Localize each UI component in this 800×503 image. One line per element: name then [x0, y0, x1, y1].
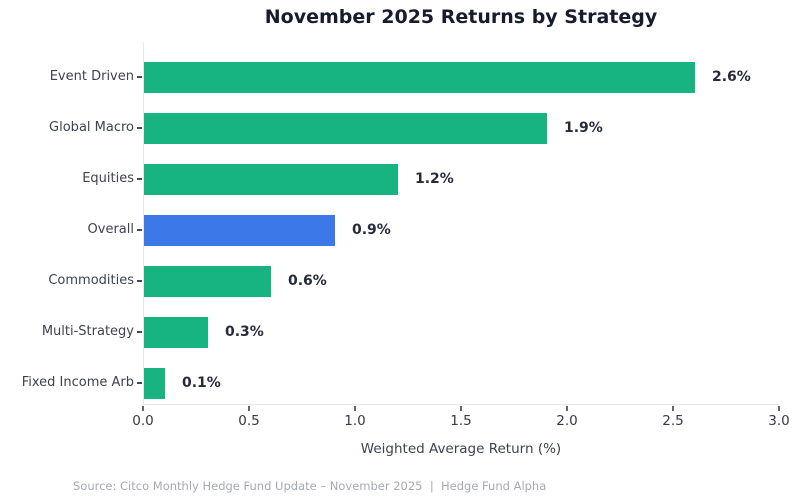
bar	[144, 265, 271, 297]
y-tick-mark	[137, 382, 142, 384]
category-label: Global Macro	[49, 120, 134, 135]
x-tick-mark	[460, 406, 462, 411]
y-tick-mark	[137, 178, 142, 180]
bar	[144, 316, 208, 348]
x-tick-label: 1.0	[344, 413, 366, 429]
chart-title: November 2025 Returns by Strategy	[264, 6, 658, 28]
value-label: 1.9%	[564, 120, 603, 136]
category-label: Fixed Income Arb	[21, 375, 134, 390]
value-label: 0.6%	[288, 273, 327, 289]
x-tick-label: 3.0	[768, 413, 790, 429]
x-tick-mark	[354, 406, 356, 411]
value-label: 1.2%	[415, 171, 454, 187]
category-label: Commodities	[48, 273, 134, 288]
bar-highlight	[144, 214, 335, 246]
value-label: 0.3%	[225, 324, 264, 340]
value-label: 2.6%	[712, 69, 751, 85]
x-tick-label: 2.5	[662, 413, 684, 429]
y-tick-mark	[137, 229, 142, 231]
bar	[144, 112, 547, 144]
value-label: 0.1%	[182, 375, 221, 391]
x-tick-mark	[566, 406, 568, 411]
category-label: Event Driven	[49, 69, 134, 84]
x-axis-label: Weighted Average Return (%)	[360, 441, 562, 457]
bar	[144, 367, 165, 399]
y-tick-mark	[137, 280, 142, 282]
category-label: Multi-Strategy	[41, 324, 134, 339]
x-tick-label: 0.0	[132, 413, 154, 429]
x-tick-label: 0.5	[238, 413, 260, 429]
bar	[144, 61, 695, 93]
y-tick-mark	[137, 76, 142, 78]
bar	[144, 163, 398, 195]
y-tick-mark	[137, 127, 142, 129]
x-tick-mark	[142, 406, 144, 411]
source-caption: Source: Citco Monthly Hedge Fund Update …	[73, 479, 547, 493]
y-tick-mark	[137, 331, 142, 333]
plot-area	[143, 42, 779, 405]
x-tick-mark	[778, 406, 780, 411]
x-tick-mark	[672, 406, 674, 411]
x-tick-label: 2.0	[556, 413, 578, 429]
value-label: 0.9%	[352, 222, 391, 238]
x-tick-label: 1.5	[450, 413, 472, 429]
category-label: Overall	[87, 222, 134, 237]
x-tick-mark	[248, 406, 250, 411]
category-label: Equities	[82, 171, 134, 186]
